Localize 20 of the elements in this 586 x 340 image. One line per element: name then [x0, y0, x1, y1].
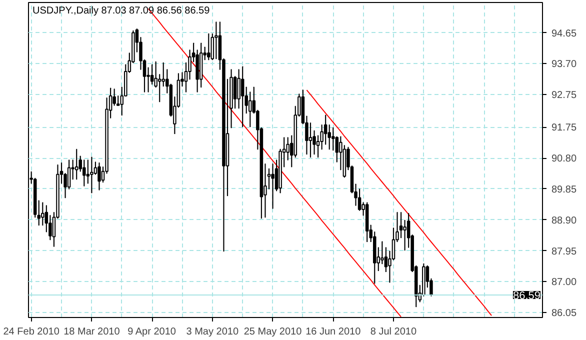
- y-tick-label: 87.95: [552, 246, 577, 258]
- y-tick-label: 92.75: [552, 90, 577, 102]
- x-tick-label: 3 May 2010: [186, 326, 239, 338]
- y-tick-label: 88.90: [552, 215, 577, 226]
- x-tick-label: 9 Apr 2010: [128, 326, 176, 338]
- y-tick-label: 90.80: [552, 154, 577, 165]
- ref-line-label: 86.59: [512, 290, 541, 302]
- y-tick-label: 94.65: [552, 28, 577, 40]
- x-tick-label: 16 Jun 2010: [306, 326, 362, 338]
- candlestick: [271, 163, 274, 209]
- y-tick-label: 91.75: [552, 122, 577, 134]
- line-series: [306, 90, 492, 316]
- y-tick-label: 93.70: [552, 59, 577, 70]
- y-tick-label: 87.00: [552, 277, 577, 288]
- x-tick-label: 25 May 2010: [244, 326, 302, 338]
- x-tick-label: 8 Jul 2010: [370, 326, 417, 338]
- y-tick-label: 89.85: [552, 184, 577, 196]
- x-tick-label: 18 Mar 2010: [64, 326, 120, 338]
- y-tick-label: 86.05: [552, 308, 577, 320]
- x-tick-label: 24 Feb 2010: [3, 326, 60, 338]
